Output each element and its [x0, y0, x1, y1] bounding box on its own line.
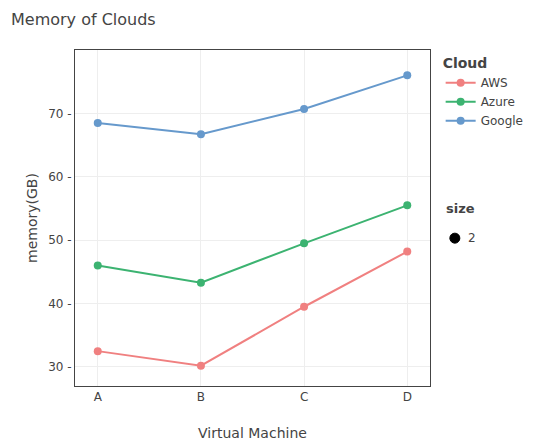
svg-text:60 -: 60 -	[48, 170, 71, 184]
svg-text:size: size	[446, 201, 475, 216]
svg-text:Virtual Machine: Virtual Machine	[198, 425, 307, 441]
svg-text:50 -: 50 -	[48, 233, 71, 247]
svg-text:70 -: 70 -	[48, 107, 71, 121]
svg-text:memory(GB): memory(GB)	[24, 173, 40, 263]
svg-text:Azure: Azure	[481, 95, 515, 109]
svg-text:30 -: 30 -	[48, 360, 71, 374]
svg-text:Memory of Clouds: Memory of Clouds	[11, 10, 156, 29]
svg-text:D: D	[403, 390, 412, 404]
svg-text:AWS: AWS	[481, 76, 508, 90]
svg-text:Google: Google	[481, 114, 523, 128]
svg-text:Cloud: Cloud	[443, 55, 488, 71]
svg-text:B: B	[197, 390, 205, 404]
svg-text:A: A	[94, 390, 103, 404]
svg-text:C: C	[300, 390, 308, 404]
svg-text:40 -: 40 -	[48, 297, 71, 311]
svg-text:2: 2	[468, 231, 476, 245]
